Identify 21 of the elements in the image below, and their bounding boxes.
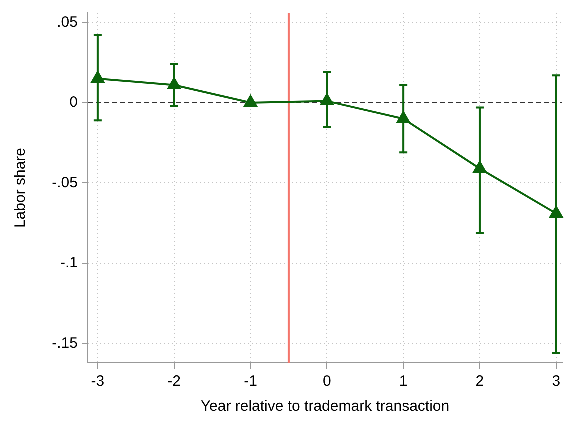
x-tick-label: 3: [552, 373, 561, 390]
point: [320, 94, 334, 106]
point: [91, 71, 105, 84]
x-axis-title: Year relative to trademark transaction: [200, 398, 450, 416]
point: [168, 78, 181, 90]
x-tick-label: 1: [399, 373, 408, 390]
x-tick-label: 0: [322, 373, 332, 390]
y-tick-label: -.05: [52, 174, 78, 192]
point: [550, 206, 564, 218]
point: [244, 95, 258, 108]
y-axis-title: Labor share: [12, 148, 30, 228]
x-tick-label: -1: [244, 373, 258, 390]
y-tick-label: -.15: [52, 334, 78, 352]
point: [396, 111, 410, 124]
y-tick-label: 0: [70, 94, 78, 112]
x-tick-label: -3: [91, 373, 105, 390]
x-tick-label: 2: [476, 373, 484, 390]
y-tick-label: -.1: [60, 254, 78, 272]
y-tick-label: .05: [57, 14, 78, 31]
x-tick-label: -2: [168, 373, 182, 390]
point: [473, 161, 487, 173]
